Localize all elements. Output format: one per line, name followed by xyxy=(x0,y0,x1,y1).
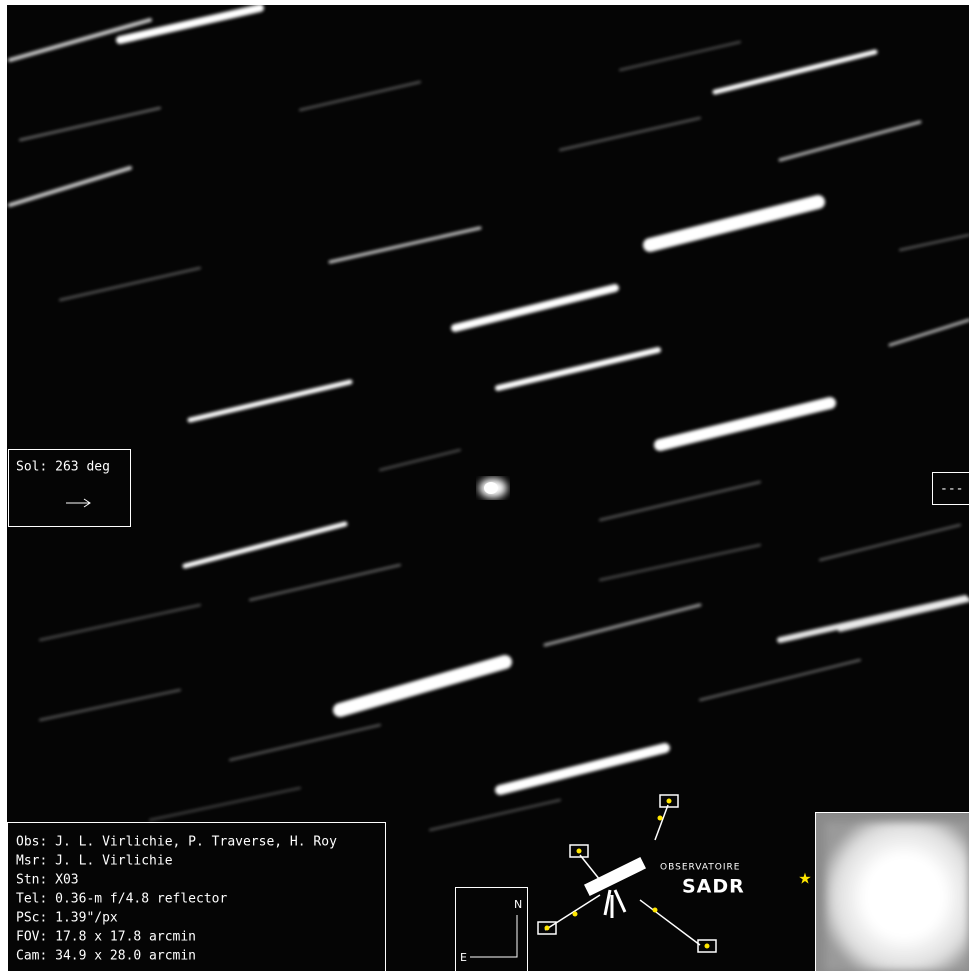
star-trail xyxy=(429,799,561,831)
star-trail xyxy=(819,524,961,561)
edge-label: --- xyxy=(940,482,963,497)
sol-box xyxy=(8,449,131,527)
logo-top: OBSERVATOIRE xyxy=(660,863,740,873)
star-trail xyxy=(182,521,348,569)
zoom-blob xyxy=(825,822,969,971)
star-trail xyxy=(328,226,482,264)
compass-east: E xyxy=(460,951,467,964)
star-trail xyxy=(899,234,969,251)
star-trail xyxy=(39,604,201,641)
star-trail xyxy=(333,655,512,717)
star-trail xyxy=(495,347,661,391)
compass-arms xyxy=(470,915,518,958)
star-trail xyxy=(643,195,825,252)
star-trail xyxy=(599,481,761,521)
star-trail xyxy=(299,81,421,111)
logo-icon xyxy=(537,794,717,953)
star-trail xyxy=(559,117,701,151)
star-trail xyxy=(778,120,922,162)
star-trail xyxy=(888,318,969,347)
compass-north: N xyxy=(514,898,522,911)
info-line: Msr: J. L. Virlichie xyxy=(16,854,173,869)
star-trail xyxy=(712,49,878,95)
star-trail xyxy=(379,449,461,471)
star-trails xyxy=(8,4,969,831)
info-line: Tel: 0.36-m f/4.8 reflector xyxy=(16,892,227,907)
star-trail xyxy=(777,595,968,643)
info-lines: Obs: J. L. Virlichie, P. Traverse, H. Ro… xyxy=(16,835,337,964)
star-trail xyxy=(19,107,161,141)
star-trail xyxy=(543,603,702,647)
logo-stars xyxy=(544,798,710,949)
logo-name: SADR xyxy=(682,876,745,898)
star-trail xyxy=(149,787,301,821)
star-trail xyxy=(495,743,670,795)
comet-core xyxy=(484,482,498,494)
star-trail xyxy=(187,379,353,423)
star-trail xyxy=(8,166,132,207)
star-trail xyxy=(619,41,741,71)
star-trail xyxy=(838,598,969,632)
star-trail xyxy=(699,659,861,701)
star-trail xyxy=(116,4,264,44)
info-line: PSc: 1.39"/px xyxy=(16,911,118,926)
star-trail xyxy=(599,544,761,581)
edge-box xyxy=(932,472,969,505)
info-line: Obs: J. L. Virlichie, P. Traverse, H. Ro… xyxy=(16,835,337,850)
sol-arrow-head xyxy=(83,498,91,508)
star-trail xyxy=(451,284,619,332)
info-line: FOV: 17.8 x 17.8 arcmin xyxy=(16,930,196,945)
sol-label: Sol: 263 deg xyxy=(16,460,110,475)
info-line: Cam: 34.9 x 28.0 arcmin xyxy=(16,949,196,964)
star-trail xyxy=(249,564,401,601)
star-trail xyxy=(39,689,181,721)
zoom-border xyxy=(815,812,969,971)
star-trail xyxy=(59,267,201,301)
info-box xyxy=(7,822,386,971)
star-trail xyxy=(8,18,152,62)
logo-star: ★ xyxy=(798,870,811,888)
info-line: Stn: X03 xyxy=(16,873,79,888)
star-trail xyxy=(229,724,381,761)
star-trail xyxy=(654,397,836,451)
